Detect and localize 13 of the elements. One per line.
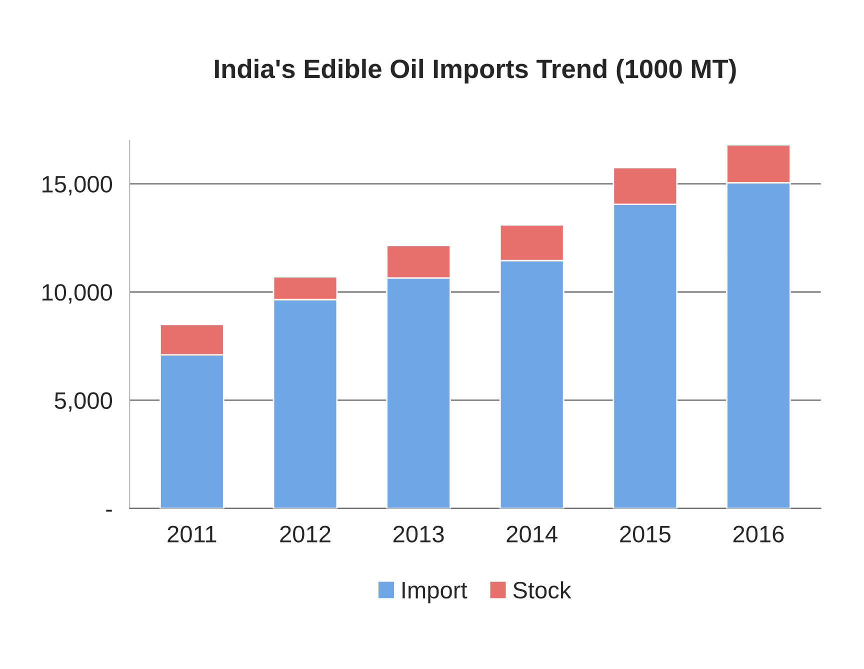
y-tick-label: 15,000 <box>42 176 112 196</box>
legend-label: Stock <box>513 581 572 599</box>
x-tick-label: 2011 <box>168 526 216 542</box>
y-tick-label: 5,000 <box>54 392 112 412</box>
x-tick-label: 2013 <box>393 526 444 542</box>
y-tick-label: 10,000 <box>42 284 112 304</box>
legend-label: Import <box>402 582 468 604</box>
chart-title: India's Edible Oil Imports Trend (1000 MT) <box>215 58 736 84</box>
x-tick-label: 2012 <box>280 526 330 542</box>
x-tick-label: 2014 <box>506 526 558 542</box>
y-tick-label: - <box>106 510 112 512</box>
x-tick-label: 2015 <box>620 526 670 542</box>
x-tick-label: 2016 <box>733 526 784 542</box>
